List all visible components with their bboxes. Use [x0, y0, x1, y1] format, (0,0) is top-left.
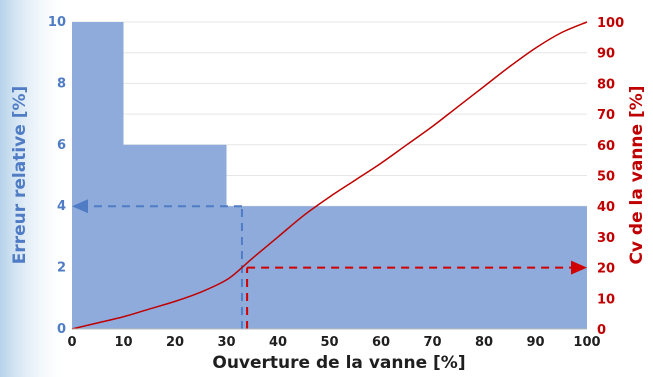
right-tick-label-8: 80	[597, 77, 615, 92]
left-tick-label-5: 10	[48, 15, 66, 30]
guide-red-arrowhead	[571, 260, 587, 275]
right-tick-label-0: 0	[597, 323, 606, 338]
x-tick-label-4: 40	[269, 335, 287, 350]
x-tick-label-1: 10	[114, 335, 132, 350]
error-bar-1	[123, 144, 227, 329]
right-tick-label-9: 90	[597, 47, 615, 62]
x-tick-label-0: 0	[67, 335, 76, 350]
left-tick-label-1: 2	[57, 261, 66, 276]
error-bar-0	[72, 22, 124, 329]
right-tick-label-2: 20	[597, 262, 615, 277]
guide-blue-arrowhead	[72, 199, 88, 214]
right-tick-label-7: 70	[597, 108, 615, 123]
cv-curve-layer	[71, 21, 588, 330]
x-tick-label-10: 100	[573, 335, 600, 350]
right-tick-label-4: 40	[597, 200, 615, 215]
left-tick-label-2: 4	[57, 199, 66, 214]
right-tick-label-6: 60	[597, 139, 615, 154]
x-tick-label-2: 20	[166, 335, 184, 350]
left-tick-label-0: 0	[57, 322, 66, 337]
x-tick-label-7: 70	[423, 335, 441, 350]
x-tick-label-6: 60	[372, 335, 390, 350]
right-tick-label-3: 30	[597, 231, 615, 246]
left-tick-label-3: 6	[57, 138, 66, 153]
x-tick-label-5: 50	[320, 335, 338, 350]
x-tick-label-8: 80	[475, 335, 493, 350]
x-tick-label-9: 90	[526, 335, 544, 350]
right-tick-label-1: 10	[597, 292, 615, 307]
right-tick-label-5: 50	[597, 170, 615, 185]
cv-curve-line	[71, 21, 588, 330]
left-axis-title: Erreur relative [%]	[10, 86, 30, 265]
right-axis-title: Cv de la vanne [%]	[627, 85, 647, 264]
x-tick-label-3: 30	[217, 335, 235, 350]
right-tick-label-10: 100	[597, 16, 624, 31]
left-tick-label-4: 8	[57, 76, 66, 91]
x-axis-title: Ouverture de la vanne [%]	[212, 353, 465, 373]
